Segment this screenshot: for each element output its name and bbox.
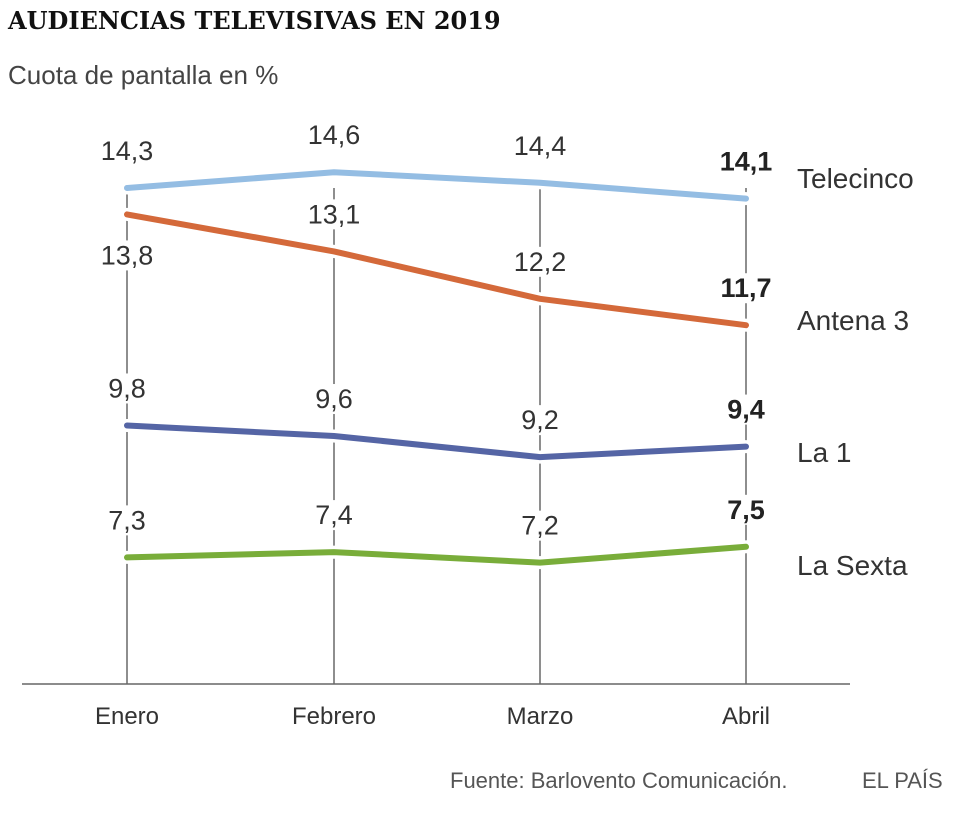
x-tick-labels: Enero Febrero Marzo Abril [95, 703, 770, 730]
source-note: Fuente: Barlovento Comunicación. [450, 768, 788, 793]
series-names: Telecinco Antena 3 La 1 La Sexta [797, 163, 914, 581]
series-line-telecinco [124, 169, 749, 202]
series-line-la-sexta [124, 543, 749, 566]
series-line-antena-3 [124, 211, 749, 329]
value-label-bg [96, 240, 158, 271]
value-label-telecinco-enero: 14,3 [101, 136, 154, 166]
value-label-bg [96, 136, 158, 167]
value-label-telecinco-abril: 14,1 [720, 147, 773, 177]
value-label-antena-3-abril: 11,7 [720, 273, 771, 303]
series-line-la-1 [124, 422, 749, 461]
chart-title: AUDIENCIAS TELEVISIVAS EN 2019 [8, 6, 501, 35]
x-tick-abril: Abril [722, 703, 770, 730]
value-label-bg [718, 494, 774, 525]
series-lines [120, 165, 753, 570]
value-label-telecinco-marzo: 14,4 [514, 131, 567, 161]
x-tick-enero: Enero [95, 703, 159, 730]
series-name-la-sexta: La Sexta [797, 550, 908, 581]
value-label-bg [303, 500, 365, 531]
value-label-bg [509, 130, 571, 161]
value-label-la-sexta-abril: 7,5 [727, 495, 765, 525]
value-label-antena-3-enero: 13,8 [101, 240, 154, 270]
value-label-bg [509, 246, 571, 277]
value-label-bg [303, 120, 365, 151]
month-gridlines [126, 188, 747, 684]
value-labels: 14,3 14,6 14,4 14,1 13,8 13,1 12,2 11,7 9,8 9,6 9,… [96, 120, 774, 541]
value-label-bg [718, 273, 774, 304]
value-label-bg [509, 405, 571, 436]
series-name-la-1: La 1 [797, 437, 852, 468]
value-label-bg [96, 505, 158, 536]
value-label-la-sexta-enero: 7,3 [108, 505, 146, 535]
x-tick-febrero: Febrero [292, 703, 376, 730]
value-label-telecinco-febrero: 14,6 [308, 120, 361, 150]
value-label-la-1-marzo: 9,2 [521, 405, 559, 435]
value-label-la-1-abril: 9,4 [727, 395, 765, 425]
value-label-bg [509, 510, 571, 541]
chart-subtitle: Cuota de pantalla en % [8, 60, 279, 90]
brand-logo: EL PAÍS [862, 768, 943, 793]
series-name-telecinco: Telecinco [797, 163, 914, 194]
value-label-la-1-enero: 9,8 [108, 373, 146, 403]
x-tick-marzo: Marzo [507, 703, 574, 730]
value-label-la-sexta-febrero: 7,4 [315, 500, 353, 530]
value-label-bg [96, 373, 158, 404]
value-label-bg [718, 146, 774, 177]
value-label-bg [303, 199, 365, 230]
value-label-bg [718, 394, 774, 425]
value-label-la-1-febrero: 9,6 [315, 384, 353, 414]
series-name-antena-3: Antena 3 [797, 305, 909, 336]
value-label-antena-3-febrero: 13,1 [308, 199, 361, 229]
value-label-antena-3-marzo: 12,2 [514, 247, 567, 277]
value-label-la-sexta-marzo: 7,2 [521, 511, 559, 541]
value-label-bg [303, 384, 365, 415]
